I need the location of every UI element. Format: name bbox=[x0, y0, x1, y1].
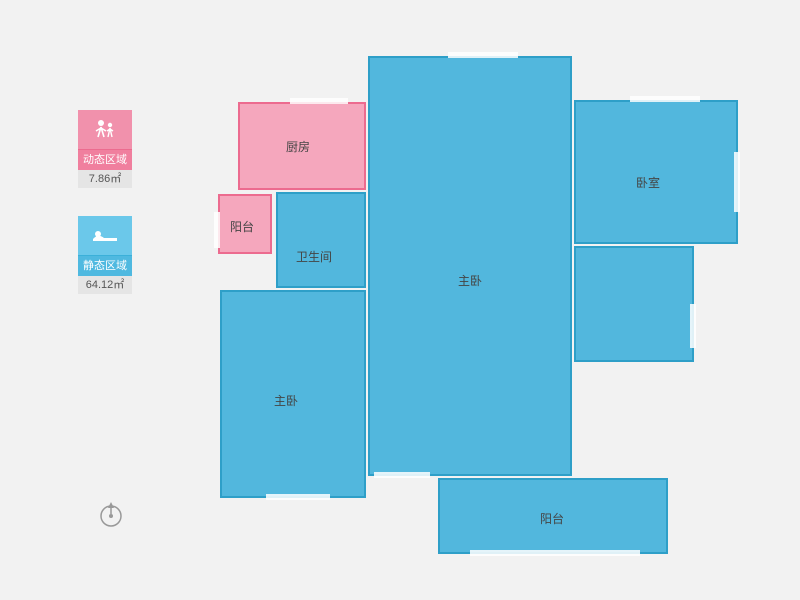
window-2 bbox=[630, 96, 700, 102]
legend-static-value: 64.12㎡ bbox=[78, 276, 132, 294]
people-icon bbox=[78, 110, 132, 150]
window-8 bbox=[214, 212, 220, 248]
room-label-balcony1: 阳台 bbox=[230, 218, 254, 235]
room-label-master1: 主卧 bbox=[458, 272, 482, 289]
floorplan: 厨房阳台卫生间主卧卧室主卧阳台 bbox=[190, 32, 750, 572]
sleep-icon bbox=[78, 216, 132, 256]
legend-static: 静态区域 64.12㎡ bbox=[78, 216, 132, 294]
room-label-kitchen: 厨房 bbox=[286, 138, 310, 155]
compass-icon bbox=[98, 498, 124, 524]
window-0 bbox=[290, 98, 348, 104]
window-1 bbox=[448, 52, 518, 58]
room-side bbox=[574, 246, 694, 362]
legend-dynamic: 动态区域 7.86㎡ bbox=[78, 110, 132, 188]
room-label-bathroom: 卫生间 bbox=[296, 248, 332, 265]
legend-static-label: 静态区域 bbox=[78, 256, 132, 276]
room-label-bedroom: 卧室 bbox=[636, 174, 660, 191]
room-label-master2: 主卧 bbox=[274, 392, 298, 409]
room-master1 bbox=[368, 56, 572, 476]
window-5 bbox=[266, 494, 330, 500]
legend-dynamic-value: 7.86㎡ bbox=[78, 170, 132, 188]
window-7 bbox=[470, 550, 640, 556]
legend: 动态区域 7.86㎡ 静态区域 64.12㎡ bbox=[78, 110, 138, 322]
window-3 bbox=[734, 152, 740, 212]
legend-dynamic-label: 动态区域 bbox=[78, 150, 132, 170]
window-6 bbox=[374, 472, 430, 478]
room-label-balcony2: 阳台 bbox=[540, 510, 564, 527]
room-bathroom bbox=[276, 192, 366, 288]
window-4 bbox=[690, 304, 696, 348]
room-bedroom bbox=[574, 100, 738, 244]
